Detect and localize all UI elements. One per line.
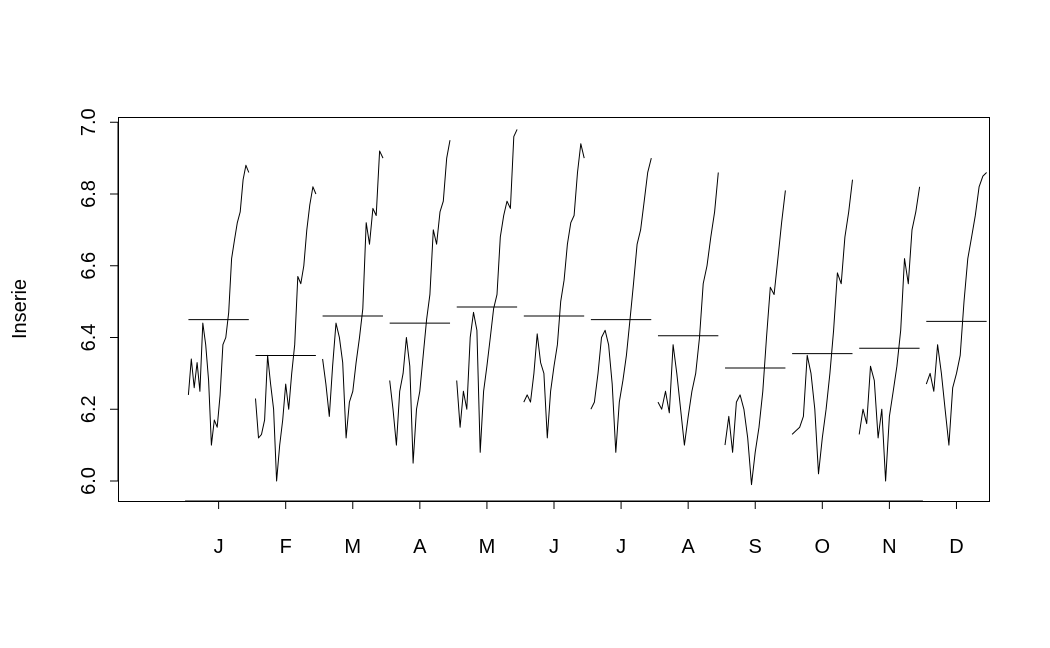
y-tick-label: 6.2: [78, 395, 100, 423]
x-tick-label: A: [681, 536, 695, 558]
y-tick-label: 6.6: [78, 252, 100, 280]
subseries-line-j-6: [523, 143, 585, 439]
x-tick-label: F: [280, 536, 292, 558]
y-axis: 6.0 6.2 6.4 6.6 6.8 7.0: [78, 108, 119, 495]
subseries-line-a-8: [657, 172, 719, 446]
y-tick-label: 6.4: [78, 324, 100, 352]
x-tick-label: S: [749, 536, 762, 558]
x-tick-label: M: [344, 536, 361, 558]
x-tick-label: J: [549, 536, 559, 558]
subseries-line-n-11: [858, 186, 921, 482]
x-tick-label: N: [882, 536, 896, 558]
subseries-line-o-10: [791, 179, 853, 475]
x-tick-label: M: [479, 536, 496, 558]
y-tick-label: 6.8: [78, 180, 100, 208]
x-tick-label: A: [413, 536, 427, 558]
monthly-subseries: [187, 129, 987, 486]
subseries-line-j-7: [590, 157, 652, 453]
subseries-line-a-4: [389, 140, 451, 464]
subseries-line-j-1: [187, 164, 250, 446]
subseries-line-d-12: [925, 172, 987, 446]
x-tick-label: D: [949, 536, 963, 558]
y-tick-label: 7.0: [78, 108, 100, 136]
monthly-means: [188, 306, 987, 369]
x-tick-label: O: [815, 536, 831, 558]
y-axis-label: Inserie: [9, 279, 31, 339]
plot-frame: [118, 117, 990, 502]
subseries-line-s-9: [724, 190, 786, 486]
subseries-line-m-3: [322, 150, 384, 439]
x-tick-label: J: [616, 536, 626, 558]
subseries-line-m-5: [456, 129, 518, 453]
y-tick-label: 6.0: [78, 467, 100, 495]
subseries-line-f-2: [255, 186, 317, 482]
x-tick-label: J: [214, 536, 224, 558]
